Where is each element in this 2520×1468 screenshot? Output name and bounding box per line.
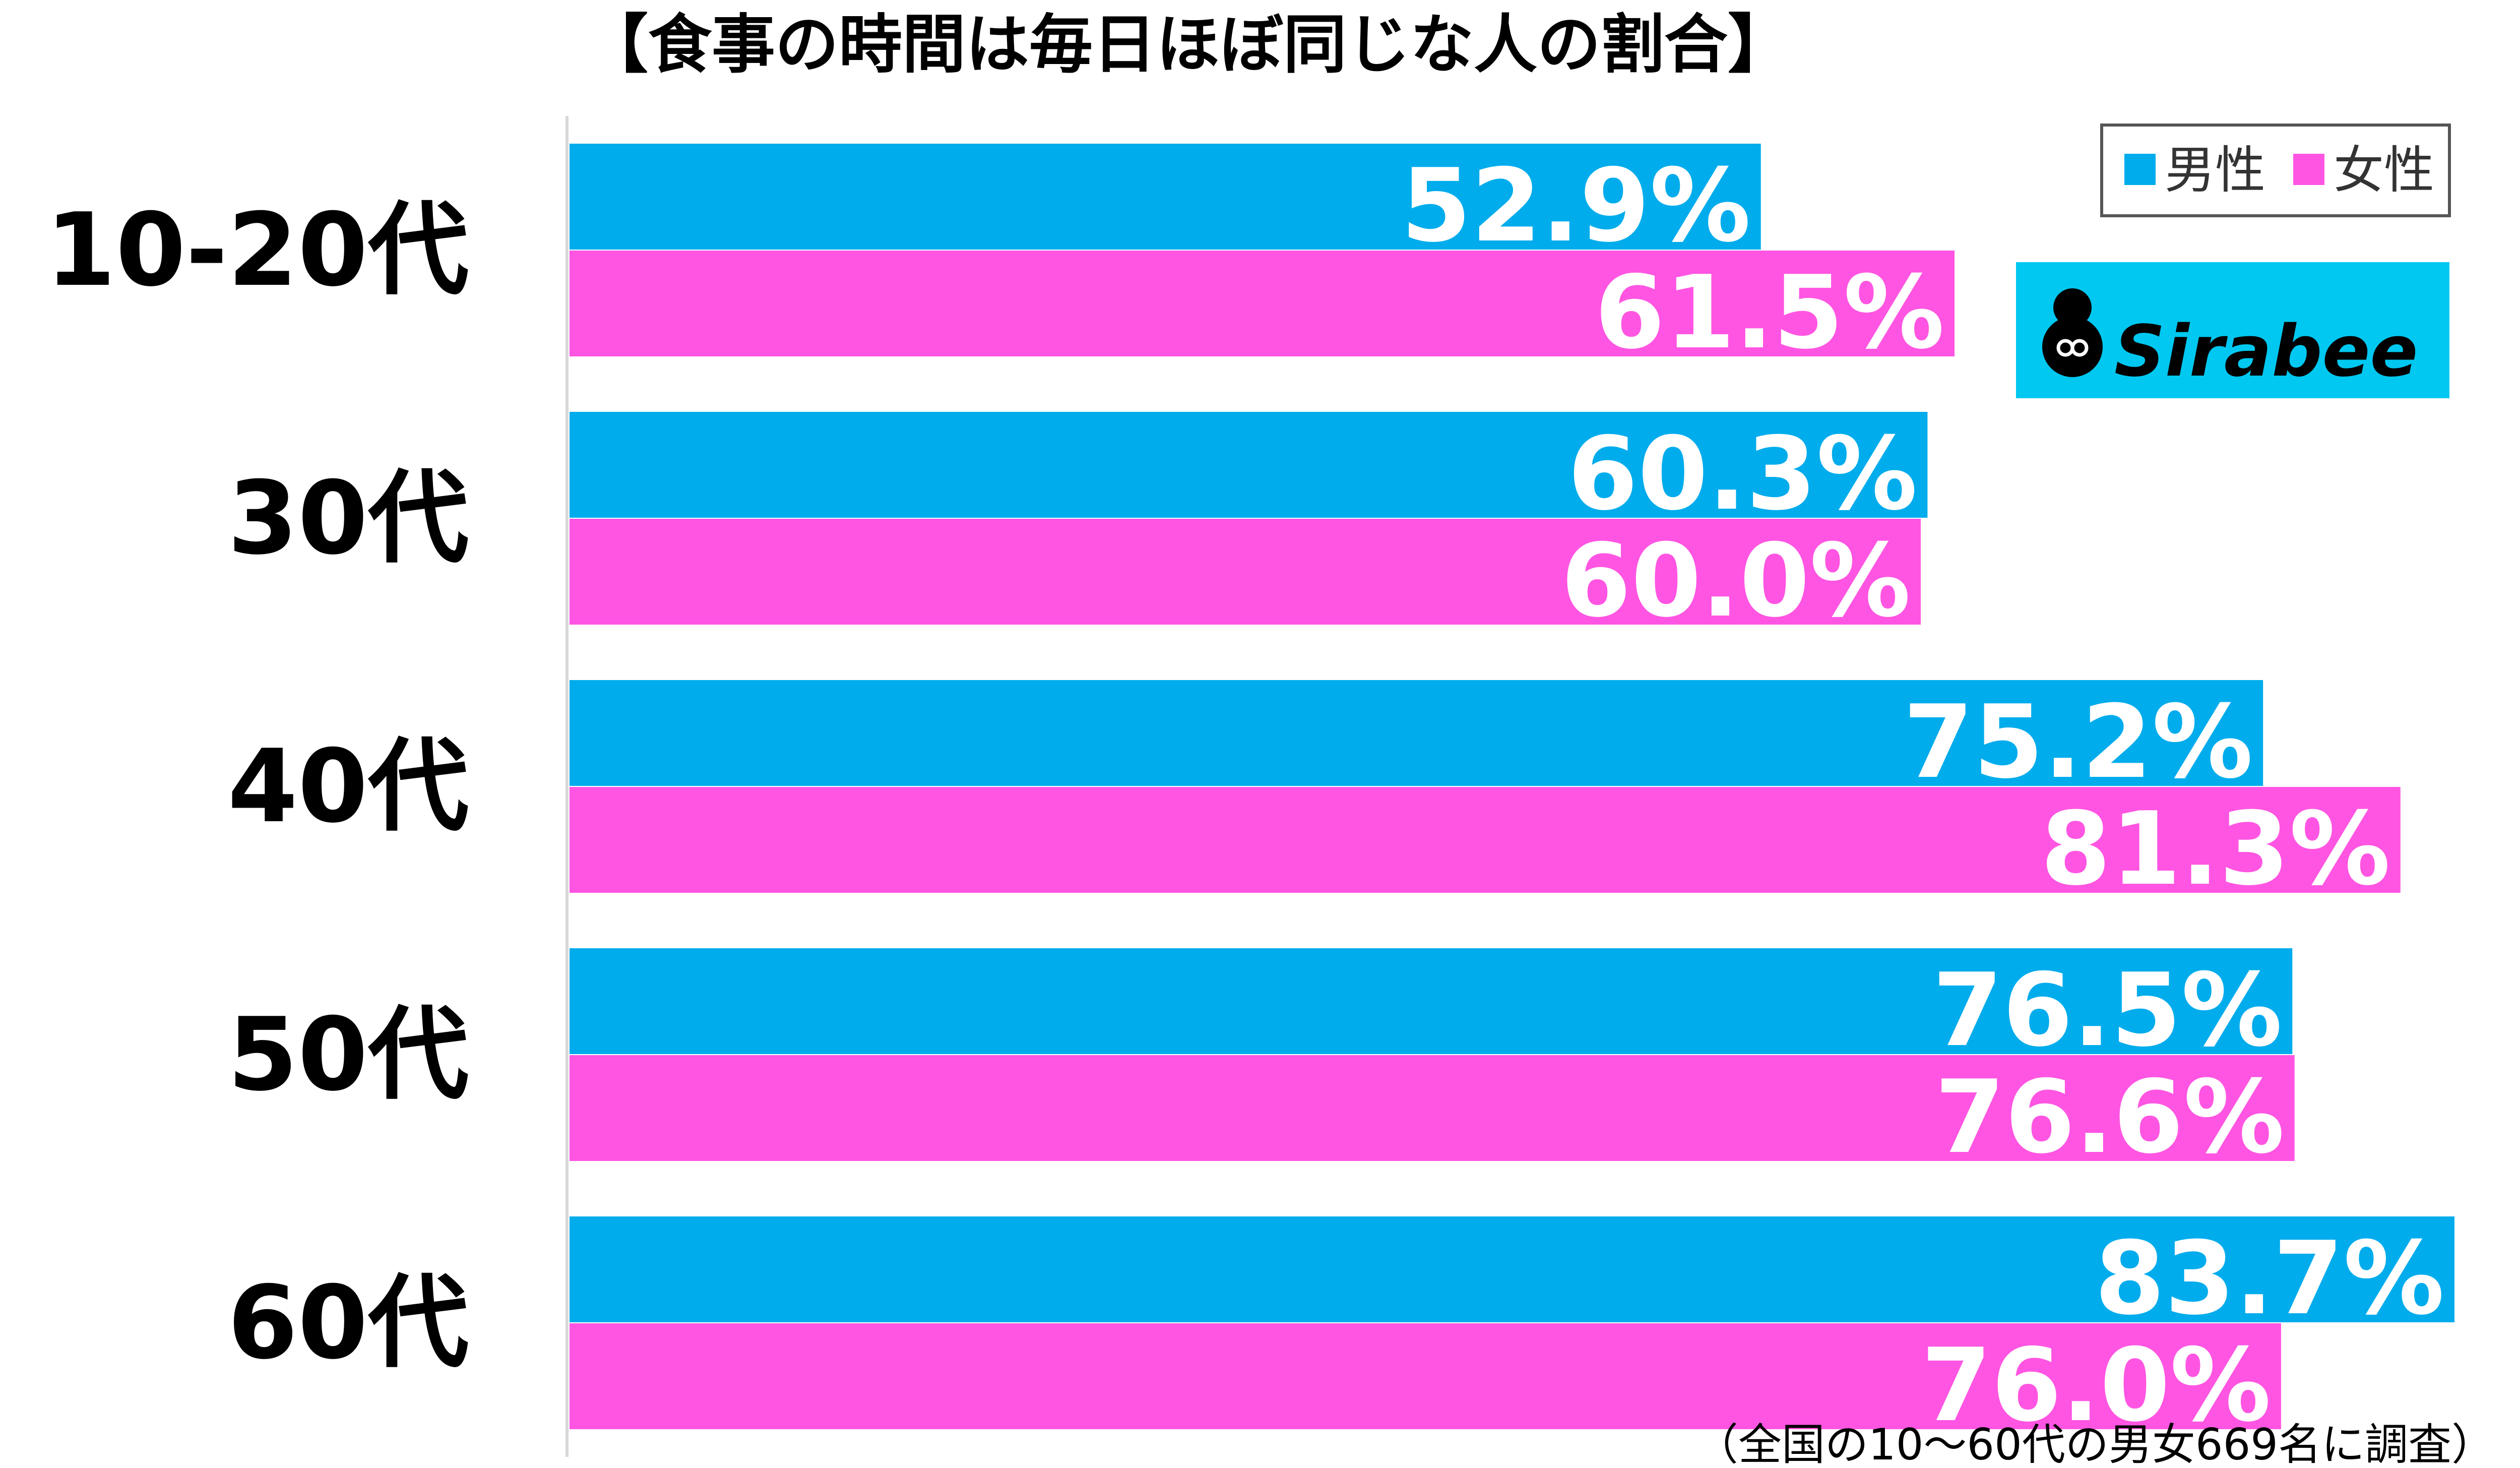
logo-text: Sirabee <box>2114 311 2418 393</box>
category-labels: 10-20代 30代 40代 50代 60代 <box>45 192 469 1382</box>
legend-label-male: 男性 <box>2165 141 2265 200</box>
value-label: 76.0% <box>1921 1327 2271 1444</box>
legend: 男性 女性 <box>2100 124 2451 217</box>
legend-label-female: 女性 <box>2334 141 2434 200</box>
value-label: 60.3% <box>1568 415 1918 533</box>
value-label: 52.9% <box>1401 147 1751 265</box>
category-label: 60代 <box>228 1264 469 1382</box>
value-label: 61.5% <box>1595 254 1944 372</box>
value-label: 83.7% <box>2095 1220 2444 1337</box>
bar-male <box>570 412 1928 518</box>
value-label: 75.2% <box>1903 684 2253 801</box>
value-label: 81.3% <box>2041 790 2390 908</box>
bar-female <box>570 1323 2281 1429</box>
bar-male <box>570 948 2293 1054</box>
bar-male <box>570 680 2263 786</box>
category-label: 40代 <box>228 728 469 845</box>
category-label: 30代 <box>228 460 469 577</box>
survey-note: （全国の10～60代の男女669名に調査） <box>1695 1420 2495 1468</box>
chart-title: 【食事の時間は毎日ほぼ同じな人の割合】 <box>585 8 1791 82</box>
legend-box <box>2100 124 2451 217</box>
bar-female <box>570 787 2401 893</box>
legend-swatch-male <box>2124 154 2156 185</box>
bar-female <box>570 1055 2295 1161</box>
bar-group <box>570 144 2454 1429</box>
value-label: 60.0% <box>1561 522 1911 640</box>
value-label: 76.5% <box>1932 952 2282 1069</box>
sirabee-logo: Sirabee <box>2016 262 2449 398</box>
bar-female <box>570 519 1921 625</box>
bar-male <box>570 144 1761 250</box>
value-label: 76.6% <box>1935 1059 2285 1176</box>
category-label: 10-20代 <box>45 192 469 309</box>
category-label: 50代 <box>228 996 469 1114</box>
bar-male <box>570 1216 2454 1322</box>
legend-swatch-female <box>2293 154 2324 185</box>
value-labels: 52.9%61.5% 60.3%60.0% 75.2%81.3% 76.5%76.6%… <box>1401 147 2444 1444</box>
logo-mark-icon <box>2042 288 2103 377</box>
bar-female <box>570 251 1955 356</box>
